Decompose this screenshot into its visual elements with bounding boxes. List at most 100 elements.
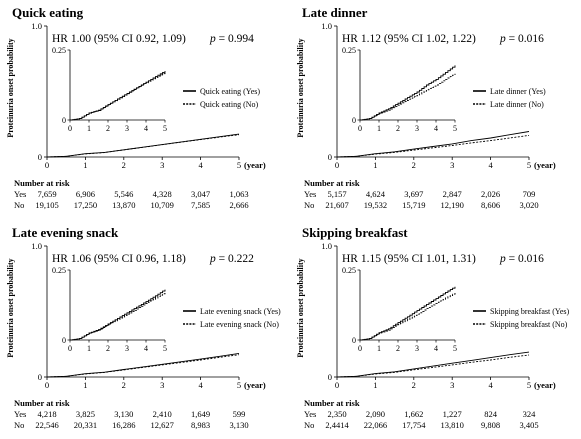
risk-table-cell: 15,719 (402, 200, 425, 210)
series-line-0 (336, 131, 530, 158)
hr-annotation: HR 1.00 (95% CI 0.92, 1.09) (52, 33, 186, 45)
x-tick-label: 4 (488, 380, 493, 390)
legend-label-1: Late dinner (No) (490, 100, 544, 109)
x-tick-label: 1 (83, 160, 87, 170)
risk-table-cell: 2,666 (229, 200, 248, 210)
risk-table-cell: 22,546 (35, 420, 58, 430)
p-symbol: p (499, 253, 509, 265)
km-panel-1: Late dinner HR 1.12 (95% CI 1.02, 1.22) p … (290, 0, 580, 219)
inset-x-tick-label: 3 (125, 344, 129, 353)
x-unit-label: (year) (534, 160, 556, 170)
p-annotation: p = 0.016 (499, 253, 544, 265)
risk-table-cell: 324 (523, 409, 537, 419)
inset-x-tick-label: 2 (396, 124, 400, 133)
inset-x-tick-label: 1 (87, 344, 91, 353)
risk-row-label: No (14, 200, 24, 210)
y-tick-label: 0 (38, 152, 42, 162)
inset-x-tick-label: 0 (358, 344, 362, 353)
inset-series-line-1 (360, 73, 456, 121)
inset-x-tick-label: 0 (68, 124, 72, 133)
inset-x-tick-label: 4 (434, 344, 438, 353)
p-symbol: p (499, 33, 509, 45)
y-axis-label: Proteinuria onset probability (6, 38, 15, 137)
x-tick-label: 4 (198, 380, 203, 390)
inset-y-tick-label: 0 (352, 116, 356, 125)
inset-x-tick-label: 3 (125, 124, 129, 133)
inset-series-line-1 (360, 293, 456, 341)
inset-x-tick-label: 5 (163, 124, 167, 133)
p-annotation: p = 0.016 (499, 33, 544, 45)
legend-label-0: Late dinner (Yes) (490, 87, 546, 96)
risk-table-cell: 13,810 (441, 420, 464, 430)
y-tick-label: 1.0 (321, 21, 332, 31)
legend-label-1: Late evening snack (No) (200, 320, 279, 329)
risk-table-header: Number at risk (304, 178, 360, 188)
x-tick-label: 4 (198, 160, 203, 170)
p-value: = 0.994 (219, 33, 254, 45)
risk-table-header: Number at risk (14, 398, 70, 408)
risk-table-cell: 2,090 (366, 409, 385, 419)
legend-label-0: Quick eating (Yes) (200, 87, 260, 96)
inset-x-tick-label: 2 (396, 344, 400, 353)
km-panel-2: Late evening snack HR 1.06 (95% CI 0.96, … (0, 220, 290, 439)
inset-y-tick-label: 0.25 (342, 266, 356, 275)
series-line-1 (46, 354, 240, 378)
chart-title: Skipping breakfast (302, 225, 408, 240)
x-tick-label: 4 (488, 160, 493, 170)
x-tick-label: 0 (335, 380, 339, 390)
chart-title: Late dinner (302, 5, 368, 20)
km-chart-1: Late dinner HR 1.12 (95% CI 1.02, 1.22) p … (296, 5, 556, 210)
p-value: = 0.222 (219, 253, 254, 265)
inset-y-tick-label: 0.25 (342, 46, 356, 55)
km-chart-0: Quick eating HR 1.00 (95% CI 0.92, 1.09) p… (6, 5, 266, 210)
inset-x-tick-label: 4 (434, 124, 438, 133)
risk-table-cell: 1,227 (443, 409, 462, 419)
x-tick-label: 2 (122, 380, 126, 390)
series-line-0 (46, 352, 240, 378)
km-panel-3: Skipping breakfast HR 1.15 (95% CI 1.01, … (290, 220, 580, 439)
x-unit-label: (year) (244, 160, 266, 170)
inset-series-line-0 (70, 289, 166, 341)
risk-row-label: Yes (304, 409, 316, 419)
risk-table-cell: 599 (233, 409, 246, 419)
chart-title: Late evening snack (12, 225, 119, 240)
risk-table-cell: 2,350 (327, 409, 346, 419)
y-tick-label: 0 (38, 372, 42, 382)
inset-y-tick-label: 0 (352, 336, 356, 345)
y-tick-label: 1.0 (321, 241, 332, 251)
risk-table-cell: 3,020 (519, 200, 538, 210)
risk-table-cell: 7,659 (37, 189, 56, 199)
y-tick-label: 1.0 (31, 241, 42, 251)
risk-table-cell: 10,709 (151, 200, 174, 210)
risk-table-cell: 12,627 (151, 420, 174, 430)
p-annotation: p = 0.222 (209, 253, 254, 265)
x-tick-label: 2 (412, 160, 416, 170)
risk-table-cell: 21,607 (325, 200, 348, 210)
x-unit-label: (year) (244, 380, 266, 390)
risk-row-label: No (304, 200, 314, 210)
inset-x-tick-label: 5 (163, 344, 167, 353)
risk-table-cell: 5,157 (327, 189, 346, 199)
y-axis-label: Proteinuria onset probability (6, 258, 15, 357)
risk-row-label: Yes (304, 189, 316, 199)
hr-annotation: HR 1.15 (95% CI 1.01, 1.31) (342, 253, 476, 265)
km-chart-3: Skipping breakfast HR 1.15 (95% CI 1.01, … (296, 225, 570, 430)
y-tick-label: 0 (328, 372, 332, 382)
x-tick-label: 3 (160, 380, 164, 390)
x-unit-label: (year) (534, 380, 556, 390)
legend-label-1: Quick eating (No) (200, 100, 259, 109)
risk-table-header: Number at risk (304, 398, 360, 408)
risk-table-cell: 709 (523, 189, 536, 199)
inset-y-tick-label: 0 (62, 116, 66, 125)
inset-x-tick-label: 0 (358, 124, 362, 133)
inset-x-tick-label: 5 (453, 344, 457, 353)
y-axis-label: Proteinuria onset probability (296, 38, 305, 137)
risk-table-cell: 16,286 (112, 420, 135, 430)
x-tick-label: 2 (412, 380, 416, 390)
risk-table-cell: 19,532 (364, 200, 387, 210)
risk-row-label: Yes (14, 189, 26, 199)
inset-y-tick-label: 0.25 (52, 46, 66, 55)
inset-x-tick-label: 1 (377, 344, 381, 353)
inset-series-line-0 (360, 286, 456, 341)
risk-table-cell: 4,624 (366, 189, 386, 199)
